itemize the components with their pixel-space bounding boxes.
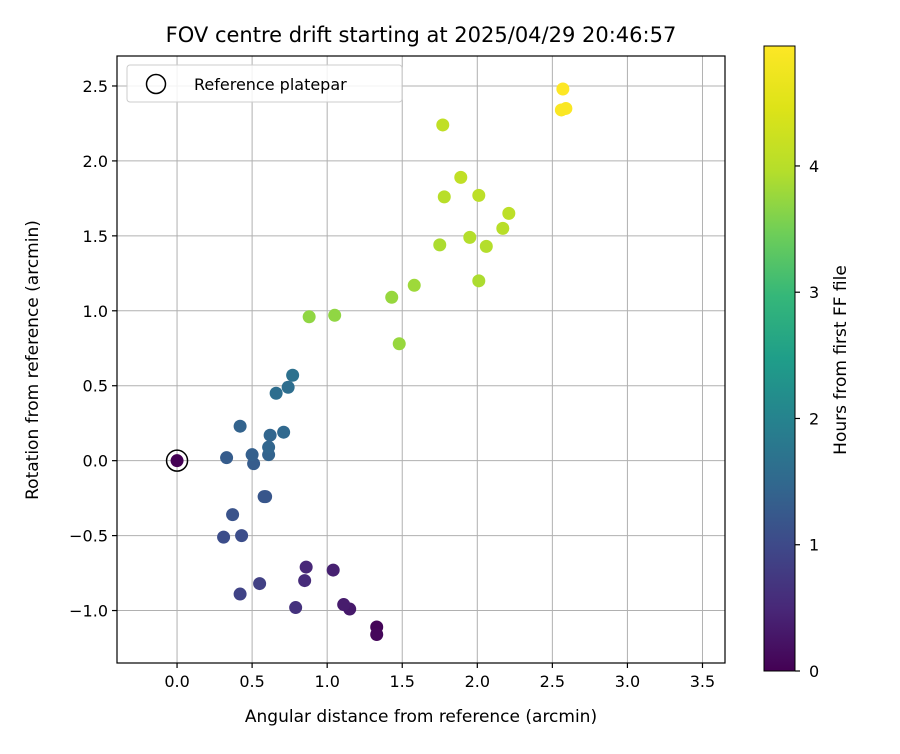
x-tick-label: 2.0 — [465, 672, 490, 691]
grid-lines — [117, 56, 725, 663]
x-tick-label: 0.0 — [164, 672, 189, 691]
data-point — [454, 170, 468, 184]
data-point — [385, 290, 399, 304]
data-point — [269, 386, 283, 400]
data-point — [437, 190, 451, 204]
y-tick-label: 0.5 — [83, 377, 108, 396]
x-tick-label: 0.5 — [239, 672, 264, 691]
data-point — [407, 278, 421, 292]
data-point — [479, 239, 493, 253]
data-point — [226, 508, 240, 522]
y-tick-label: 0.0 — [83, 452, 108, 471]
data-point — [245, 448, 259, 462]
data-point — [433, 238, 447, 252]
colorbar-tick-label: 1 — [809, 536, 819, 555]
y-tick-label: −1.0 — [69, 602, 108, 621]
x-tick-label: 3.5 — [690, 672, 715, 691]
chart-title: FOV centre drift starting at 2025/04/29 … — [166, 23, 677, 47]
data-point — [370, 628, 384, 642]
data-point — [253, 577, 267, 591]
data-points — [165, 82, 573, 642]
colorbar-tick-label: 3 — [809, 283, 819, 302]
y-tick-label: 1.5 — [83, 227, 108, 246]
colorbar-gradient — [763, 45, 796, 672]
data-point — [233, 587, 247, 601]
colorbar-ticks: 0 1 2 3 4 — [795, 157, 819, 681]
data-point — [436, 118, 450, 132]
y-tick-label: 2.5 — [83, 77, 108, 96]
colorbar-tick-label: 2 — [809, 409, 819, 428]
data-point — [472, 188, 486, 202]
plot-frame — [116, 55, 726, 664]
legend-label-reference: Reference platepar — [194, 75, 347, 94]
data-point — [463, 230, 477, 244]
x-tick-label: 2.5 — [540, 672, 565, 691]
data-point — [289, 601, 303, 615]
data-point — [235, 529, 249, 543]
data-point — [326, 563, 340, 577]
colorbar: 0 1 2 3 4 Hours from first FF file — [763, 45, 851, 681]
data-point — [496, 221, 510, 235]
data-point — [217, 530, 231, 544]
data-point — [220, 451, 234, 465]
legend: Reference platepar — [126, 64, 403, 103]
legend-marker-reference — [145, 73, 167, 95]
x-axis-label: Angular distance from reference (arcmin) — [245, 707, 597, 727]
data-point — [502, 206, 516, 220]
data-point — [263, 428, 277, 442]
data-point — [559, 101, 573, 115]
x-tick-label: 1.0 — [314, 672, 339, 691]
data-point — [302, 310, 316, 324]
colorbar-label: Hours from first FF file — [831, 265, 851, 455]
data-point — [170, 454, 184, 468]
data-point — [328, 308, 342, 322]
data-point — [299, 560, 313, 574]
data-point — [277, 425, 291, 439]
y-tick-label: 1.0 — [83, 302, 108, 321]
y-tick-label: 2.0 — [83, 152, 108, 171]
reference-platepar-marker — [165, 449, 189, 472]
colorbar-tick-label: 4 — [809, 157, 819, 176]
legend-box — [126, 64, 403, 103]
data-point — [337, 598, 351, 612]
data-point — [259, 490, 273, 504]
data-point — [472, 274, 486, 288]
data-point — [233, 419, 247, 433]
data-point — [556, 82, 570, 96]
axis-ticks: 0.0 0.5 1.0 1.5 2.0 2.5 3.0 3.5 −1.0 −0.5 0.0 0.5 1.… — [69, 77, 715, 691]
y-tick-label: −0.5 — [69, 527, 108, 546]
y-axis-label: Rotation from reference (arcmin) — [23, 220, 43, 500]
data-point — [286, 368, 300, 382]
colorbar-tick-label: 0 — [809, 662, 819, 681]
data-point — [392, 337, 406, 351]
data-point — [298, 574, 312, 588]
x-tick-label: 3.0 — [615, 672, 640, 691]
data-point — [262, 440, 276, 454]
data-point — [281, 380, 295, 394]
x-tick-label: 1.5 — [390, 672, 415, 691]
